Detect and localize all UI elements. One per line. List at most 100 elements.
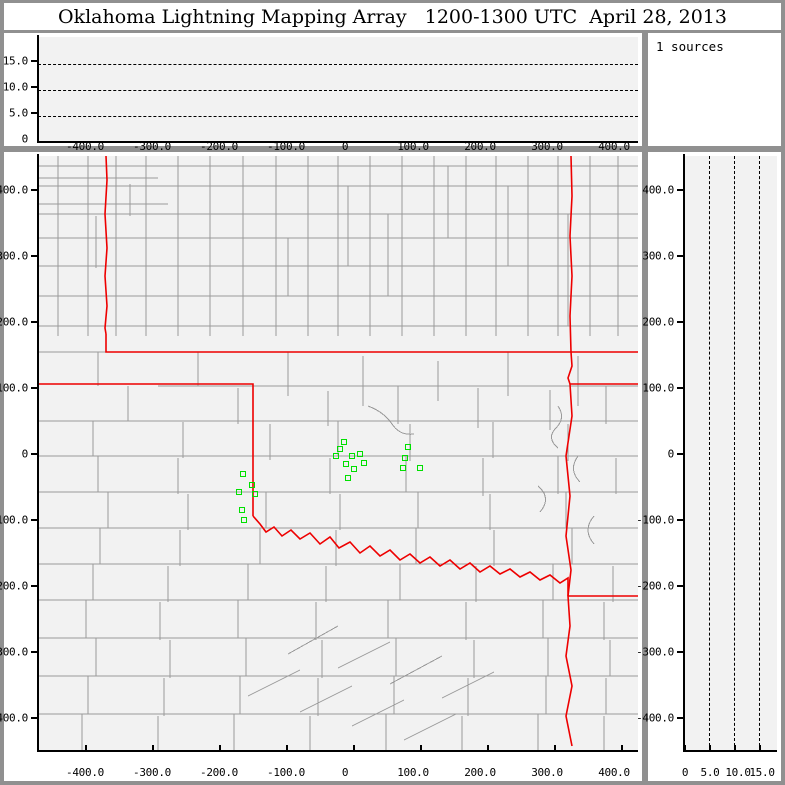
gridline-10 [38,90,638,91]
right-chart-ytick-300 [677,255,684,257]
map-ylabel-100: 100.0 [0,381,28,395]
map-ylabel--100: -100.0 [0,513,28,527]
top-chart-ytick-10 [31,86,38,88]
source-marker[interactable] [400,465,406,471]
source-count-label: 1 sources [656,39,724,54]
gridline-10 [734,156,735,751]
map-xlabel-100: 100.0 [397,766,429,779]
source-marker[interactable] [345,475,351,481]
gridline-15 [759,156,760,751]
right-chart-xlabel-15: 15.0 [749,766,775,779]
map-xtick-100 [420,745,422,752]
right-chart-ytick--300 [677,651,684,653]
map-panel: 400.0 300.0 200.0 100.0 0 -100.0 -200.0 … [0,152,642,781]
map-x-axis [37,750,638,752]
map-xtick-300 [554,745,556,752]
map-ylabel--300: -300.0 [0,645,28,659]
source-marker[interactable] [240,471,246,477]
top-chart-xlabel-100: 100.0 [397,140,429,153]
right-chart-plot-area[interactable] [684,156,777,751]
map-geography [38,156,638,751]
top-chart-xlabel--200: -200.0 [200,140,238,153]
right-chart-ylabel-400: 400.0 [642,183,674,197]
right-chart-xlabel-10: 10.0 [725,766,751,779]
right-chart-ylabel--400: -400.0 [636,711,674,725]
right-chart-ylabel-300: 300.0 [642,249,674,263]
map-xlabel--300: -300.0 [133,766,171,779]
page-title: Oklahoma Lightning Mapping Array 1200-13… [4,3,781,30]
source-marker[interactable] [241,517,247,523]
map-xlabel-400: 400.0 [598,766,630,779]
map-ylabel-400: 400.0 [0,183,28,197]
source-marker[interactable] [357,451,363,457]
source-marker[interactable] [351,466,357,472]
top-chart-plot-area[interactable] [38,37,638,142]
right-chart-xlabel-5: 5.0 [700,766,720,779]
right-chart-ylabel-200: 200.0 [642,315,674,329]
top-chart-x-axis [37,141,638,143]
right-chart-xtick-5 [709,745,711,752]
gridline-15 [38,64,638,65]
top-chart-xlabel-400: 400.0 [598,140,630,153]
top-chart-xlabel-300: 300.0 [531,140,563,153]
right-chart-ytick-100 [677,387,684,389]
right-chart-ylabel-100: 100.0 [642,381,674,395]
map-xtick--100 [286,745,288,752]
source-marker[interactable] [405,444,411,450]
top-chart-xlabel--300: -300.0 [133,140,171,153]
source-marker[interactable] [417,465,423,471]
map-ylabel--200: -200.0 [0,579,28,593]
map-ylabel-300: 300.0 [0,249,28,263]
top-chart-ytick-15 [31,60,38,62]
source-marker[interactable] [333,453,339,459]
source-marker[interactable] [349,453,355,459]
map-ylabel--400: -400.0 [0,711,28,725]
right-chart-ylabel-0: 0 [667,447,675,461]
source-marker[interactable] [361,460,367,466]
map-xlabel--100: -100.0 [267,766,305,779]
source-marker[interactable] [343,461,349,467]
map-xtick-0 [353,745,355,752]
map-xlabel-300: 300.0 [531,766,563,779]
source-marker[interactable] [341,439,347,445]
source-marker[interactable] [252,491,258,497]
map-xtick--200 [219,745,221,752]
source-marker[interactable] [249,482,255,488]
map-xtick--400 [85,745,87,752]
map-ytick-100 [31,387,38,389]
map-ytick-300 [31,255,38,257]
gridline-5 [709,156,710,751]
map-ytick-0 [31,453,38,455]
right-chart-ylabel--100: -100.0 [636,513,674,527]
map-xlabel-0: 0 [341,766,349,779]
top-chart-ylabel-10: 10.0 [2,80,29,94]
sources-panel: 1 sources [648,33,781,146]
source-marker[interactable] [236,489,242,495]
map-ytick-200 [31,321,38,323]
right-chart-ytick--100 [677,519,684,521]
source-marker[interactable] [239,507,245,513]
right-chart-ytick--200 [677,585,684,587]
right-chart-ylabel--300: -300.0 [636,645,674,659]
right-chart-ytick-200 [677,321,684,323]
top-chart-y-axis [37,35,39,142]
map-xlabel--400: -400.0 [66,766,104,779]
map-xlabel-200: 200.0 [464,766,496,779]
top-chart-ylabel-5: 5.0 [9,106,28,120]
source-marker[interactable] [402,455,408,461]
right-chart-ytick-400 [677,189,684,191]
top-chart-ylabel-15: 15.0 [2,54,29,68]
map-ylabel-200: 200.0 [0,315,28,329]
map-ytick--100 [31,519,38,521]
map-xlabel--200: -200.0 [200,766,238,779]
source-marker[interactable] [337,446,343,452]
right-chart-ytick-0 [677,453,684,455]
map-xtick--300 [152,745,154,752]
right-chart-x-axis [683,750,777,752]
map-ytick--200 [31,585,38,587]
top-chart-ylabel-0: 0 [21,132,29,146]
map-plot-area[interactable] [38,156,638,751]
top-chart-xlabel-200: 200.0 [464,140,496,153]
gridline-5 [38,116,638,117]
